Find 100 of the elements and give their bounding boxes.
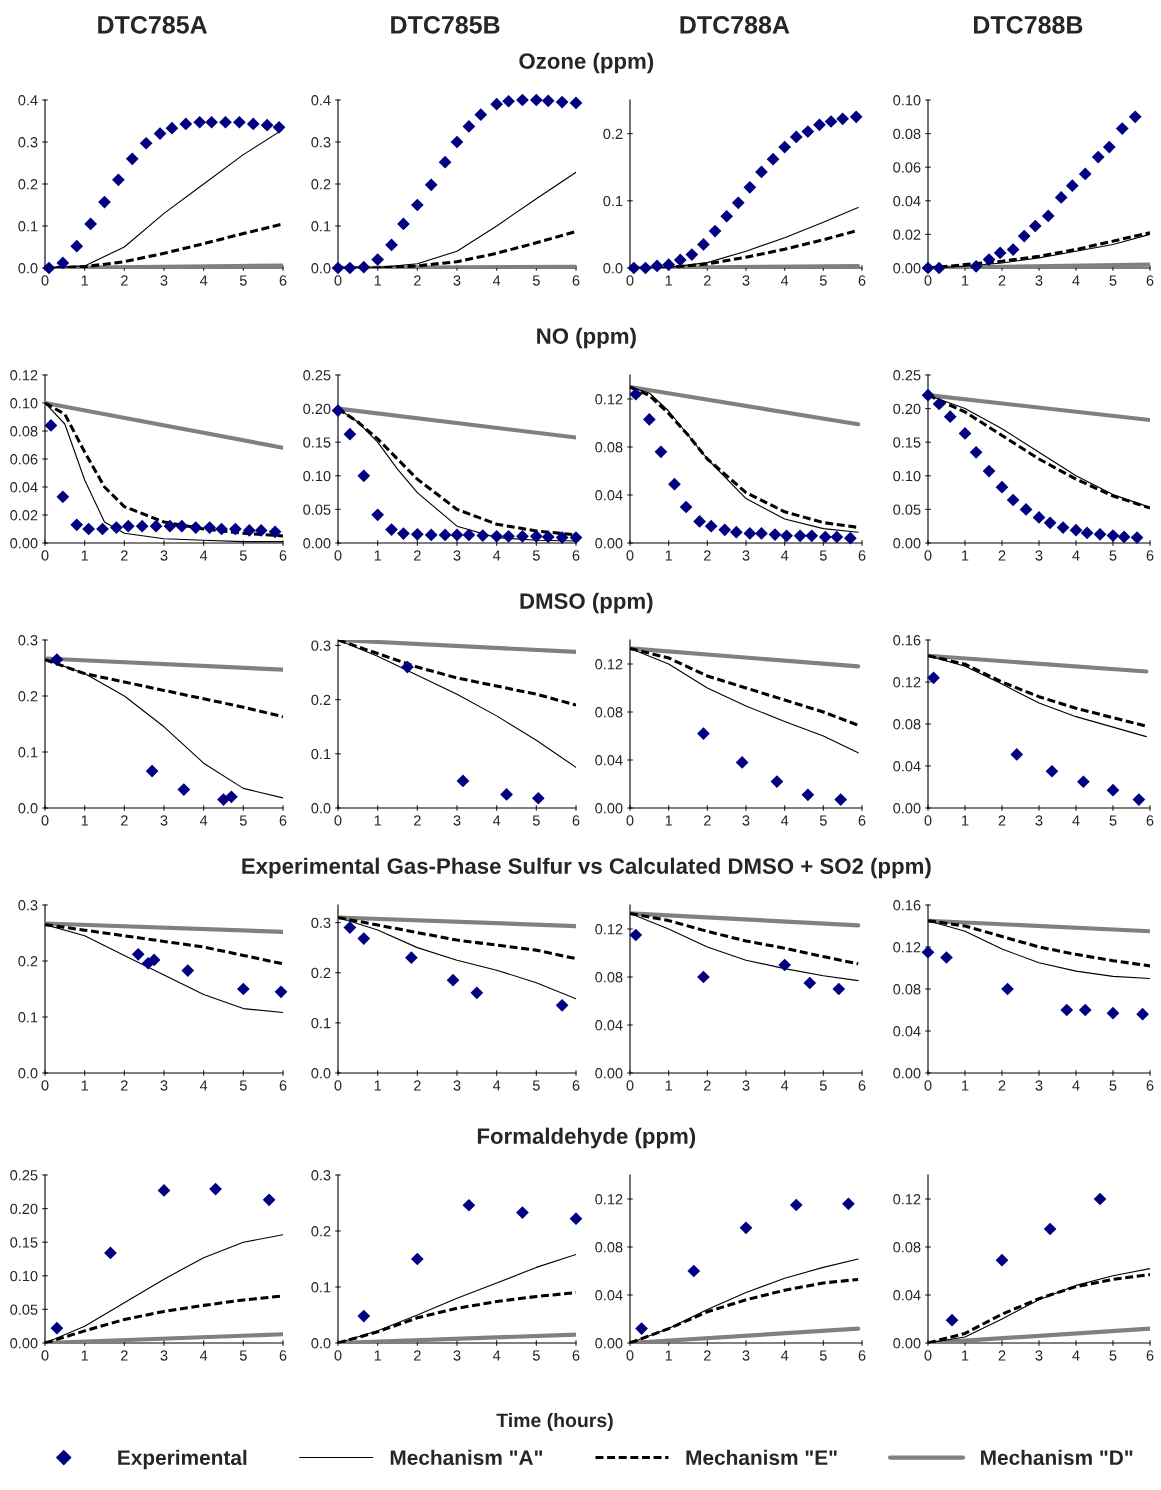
- x-tick-label: 0: [334, 275, 342, 286]
- point: [70, 518, 84, 532]
- y-tick-label: 0.00: [595, 538, 623, 549]
- x-tick-label: 1: [81, 815, 89, 826]
- point: [147, 953, 161, 967]
- x-tick-label: 6: [858, 1350, 866, 1361]
- point: [629, 387, 643, 401]
- y-tick-label: 0.3: [311, 137, 331, 148]
- y-tick-label: 0.3: [311, 640, 331, 651]
- y-tick-label: 0.2: [311, 967, 331, 979]
- point: [343, 261, 357, 275]
- y-tick-label: 0.02: [893, 229, 921, 240]
- x-tick-label: 2: [121, 275, 128, 286]
- x-tick-label: 0: [626, 1080, 634, 1091]
- point: [179, 117, 193, 131]
- point: [982, 464, 996, 478]
- y-tick-label: 0.04: [595, 1020, 623, 1031]
- point: [801, 788, 815, 802]
- x-tick-label: 4: [199, 1080, 208, 1091]
- y-tick-label: 0.00: [595, 803, 623, 814]
- x-tick-label: 0: [41, 1080, 49, 1091]
- point: [1106, 783, 1120, 797]
- x-tick-label: 2: [704, 815, 711, 826]
- x-tick-label: 2: [704, 550, 711, 561]
- y-tick-label: 0.04: [893, 1290, 921, 1301]
- point: [401, 660, 414, 674]
- x-tick-label: 2: [414, 815, 421, 826]
- x-tick-label: 3: [1035, 1350, 1043, 1361]
- chart-subtitle: NO (ppm): [537, 327, 636, 349]
- point: [474, 108, 488, 122]
- x-tick-label: 5: [1109, 550, 1117, 561]
- point: [42, 261, 56, 275]
- chart-subtitle: Experimental Gas-Phase Sulfur vs Calculated DMSO + SO2 (ppm): [242, 857, 931, 879]
- y-tick-label: 0.12: [595, 924, 623, 935]
- point: [569, 96, 583, 110]
- point: [262, 1193, 276, 1207]
- y-tick-label: 0.2: [311, 1226, 331, 1237]
- point: [693, 515, 706, 528]
- x-tick-label: 1: [665, 550, 673, 561]
- y-tick-label: 0.0: [311, 263, 331, 274]
- x-tick-label: 2: [704, 1350, 711, 1361]
- x-tick-label: 6: [279, 1350, 287, 1361]
- point: [844, 531, 857, 545]
- point: [1130, 531, 1144, 544]
- point: [112, 173, 125, 187]
- point: [272, 120, 286, 134]
- x-tick-label: 2: [121, 1080, 128, 1091]
- point: [462, 120, 476, 133]
- point: [139, 136, 153, 150]
- x-tick-label: 1: [665, 815, 673, 826]
- point: [529, 93, 543, 107]
- point: [424, 178, 438, 192]
- point: [778, 140, 792, 154]
- x-tick-label: 5: [239, 815, 247, 826]
- y-tick-label: 0.10: [10, 398, 38, 409]
- point: [462, 528, 476, 542]
- point: [163, 519, 177, 533]
- point: [766, 152, 780, 166]
- y-tick-label: 0.12: [893, 942, 921, 953]
- point: [135, 519, 149, 533]
- point: [343, 921, 357, 934]
- x-tick-label: 4: [199, 1350, 208, 1361]
- y-tick-label: 0.12: [595, 1194, 623, 1205]
- y-tick-label: 0.2: [18, 179, 38, 190]
- y-tick-label: 0.00: [595, 1068, 623, 1079]
- point: [1077, 775, 1090, 789]
- x-tick-label: 2: [414, 1350, 421, 1361]
- x-tick-label: 4: [1072, 275, 1080, 286]
- y-tick-label: 0.1: [311, 221, 331, 232]
- point: [1080, 526, 1094, 540]
- y-tick-label: 0.3: [18, 635, 38, 646]
- point: [260, 118, 274, 132]
- point: [1028, 219, 1042, 233]
- y-tick-label: 0.04: [893, 195, 921, 207]
- x-tick-label: 5: [532, 275, 540, 286]
- point: [921, 945, 935, 959]
- point: [500, 788, 513, 801]
- x-tick-label: 6: [1146, 550, 1154, 561]
- point: [1006, 493, 1020, 507]
- y-tick-label: 0.4: [18, 95, 38, 106]
- x-tick-label: 1: [81, 1350, 89, 1361]
- x-axis-title: Time (hours): [496, 1412, 613, 1432]
- point: [1091, 150, 1105, 164]
- point: [405, 951, 418, 965]
- x-tick-label: 0: [41, 1350, 49, 1361]
- point: [729, 525, 743, 539]
- y-tick-label: 0.04: [893, 761, 921, 772]
- point: [1106, 1006, 1120, 1020]
- point: [385, 523, 398, 536]
- x-tick-label: 1: [374, 815, 382, 826]
- y-tick-label: 0.00: [893, 803, 921, 814]
- point: [274, 985, 288, 999]
- x-tick-label: 1: [665, 275, 673, 286]
- point: [50, 1321, 64, 1335]
- point: [932, 261, 946, 275]
- x-tick-label: 0: [924, 275, 932, 286]
- x-tick-label: 0: [41, 275, 49, 286]
- x-tick-label: 4: [199, 275, 208, 286]
- point: [193, 115, 207, 129]
- point: [743, 527, 757, 540]
